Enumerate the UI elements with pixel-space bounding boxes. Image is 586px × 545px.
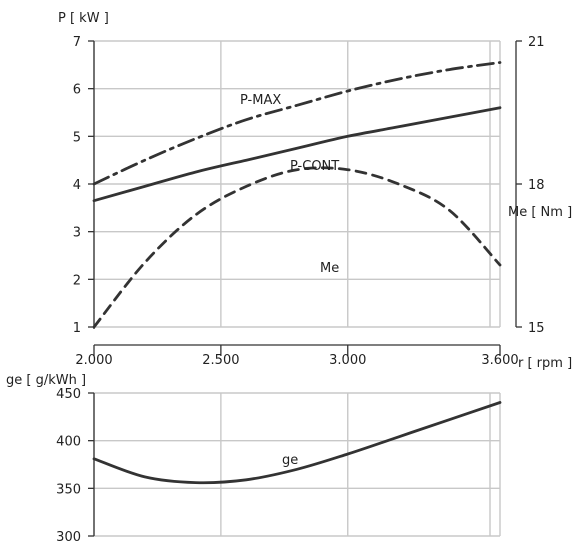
tick-labels: 1 2 3 4 5 6 7 15 18 21 2.000 2.500 3.000 3.600 300 350 4…	[56, 35, 544, 545]
p-tick-label: 3	[73, 226, 81, 241]
me-tick-label: 18	[528, 178, 545, 193]
me-tick-label: 15	[528, 321, 545, 336]
ge-tick-label: 300	[56, 530, 81, 545]
rpm-tick-label: 2.500	[202, 353, 239, 368]
series-line-ge	[92, 401, 502, 485]
rpm-tick-label: 3.600	[481, 353, 518, 368]
ge-tick-label: 350	[56, 482, 81, 497]
series-label-ge: ge	[282, 453, 298, 468]
rpm-axis-label: r [ rpm ]	[518, 356, 572, 371]
p-tick-label: 2	[73, 273, 81, 288]
ge-axis-label: ge [ g/kWh ]	[6, 373, 86, 388]
p-tick-label: 4	[73, 178, 81, 193]
p-tick-label: 1	[73, 321, 81, 336]
ge-tick-label: 400	[56, 435, 81, 450]
series-label-pcont: P-CONT	[290, 159, 339, 174]
p-axis-label: P [ kW ]	[58, 11, 109, 26]
top-plot-grid	[93, 40, 501, 328]
rpm-tick-label: 3.000	[329, 353, 366, 368]
series-line-p-max	[92, 61, 502, 186]
p-tick-label: 5	[73, 130, 81, 145]
p-tick-label: 7	[73, 35, 81, 50]
me-tick-label: 21	[528, 35, 545, 50]
series-line-me	[92, 166, 502, 329]
series-label-pmax: P-MAX	[240, 93, 281, 108]
rpm-tick-label: 2.000	[75, 353, 112, 368]
chart-curves	[92, 61, 502, 485]
series-label-me: Me	[320, 261, 339, 276]
series-line-p-cont	[92, 106, 502, 203]
ge-tick-label: 450	[56, 387, 81, 402]
me-axis-label: Me [ Nm ]	[508, 205, 572, 220]
p-tick-label: 6	[73, 83, 81, 98]
